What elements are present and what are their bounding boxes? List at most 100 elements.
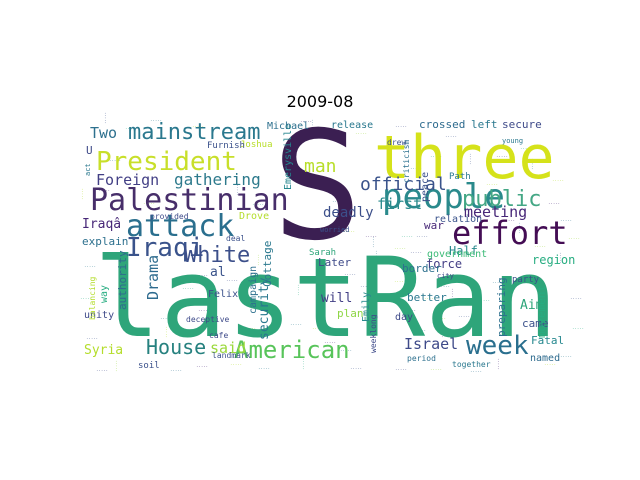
filler-word: ·····: [424, 296, 436, 301]
filler-word: ·····: [548, 201, 560, 206]
word-48: Felix: [208, 289, 238, 300]
filler-word: ·····: [458, 314, 470, 319]
filler-word: ·····: [109, 158, 121, 163]
word-16: Foreign: [96, 171, 159, 189]
filler-word: ·····: [84, 264, 96, 269]
filler-word: ·····: [496, 154, 508, 159]
filler-word: ·····: [196, 364, 208, 369]
filler-word: ·····: [410, 166, 422, 171]
word-32: region: [532, 253, 575, 267]
word-65: Emily: [361, 292, 372, 322]
word-70: unity: [84, 310, 114, 321]
filler-word: ·····: [150, 118, 162, 123]
word-68: party: [512, 275, 540, 285]
filler-word: ·····: [394, 279, 406, 284]
filler-word: ·····: [98, 188, 110, 193]
word-40: plan: [337, 307, 364, 320]
filler-word: ·····: [355, 131, 367, 136]
word-3: Palestinian: [90, 183, 289, 218]
word-80: worried: [320, 226, 350, 234]
filler-word: ·····: [371, 236, 376, 248]
filler-word: ·····: [258, 366, 270, 371]
word-36: Fatal: [531, 334, 564, 347]
word-58: Drove: [239, 211, 269, 222]
word-41: Cottage: [261, 241, 274, 287]
filler-word: ·····: [478, 298, 490, 303]
word-20: Two: [90, 124, 117, 142]
filler-word: ·····: [344, 272, 356, 277]
word-27: security: [257, 277, 272, 340]
word-10: week: [466, 331, 529, 361]
word-9: Iraqi: [126, 233, 204, 263]
word-81: act: [84, 163, 92, 176]
filler-word: ·····: [496, 358, 501, 370]
word-13: White: [184, 243, 250, 268]
filler-word: ·····: [534, 244, 546, 249]
word-35: came: [522, 317, 549, 330]
word-69: way: [99, 285, 110, 303]
filler-word: ·····: [86, 336, 98, 341]
filler-word: ·····: [350, 366, 362, 371]
word-62: relation: [434, 214, 482, 225]
filler-word: ·····: [290, 322, 302, 327]
word-14: House: [146, 335, 206, 359]
word-15: official: [360, 174, 447, 195]
word-84: young: [502, 137, 523, 145]
filler-word: ·····: [182, 286, 194, 291]
filler-word: ·····: [332, 199, 344, 204]
filler-word: ·····: [301, 358, 306, 370]
filler-word: ·····: [96, 368, 108, 373]
filler-word: ·····: [310, 119, 315, 131]
word-6: effort: [452, 214, 568, 252]
word-23: said: [210, 339, 246, 357]
filler-word: ·····: [568, 236, 580, 241]
word-8: American: [234, 336, 350, 364]
filler-word: ·····: [544, 362, 556, 367]
filler-word: ·····: [114, 360, 119, 372]
filler-word: ·····: [182, 192, 194, 197]
filler-word: ·····: [340, 348, 352, 353]
word-2: three: [374, 123, 555, 193]
word-26: Syria: [84, 343, 123, 358]
filler-word: ·····: [520, 146, 532, 151]
word-75: deal: [226, 234, 245, 243]
filler-word: ·····: [552, 178, 564, 183]
filler-word: ·····: [394, 246, 406, 251]
filler-word: ·····: [470, 369, 482, 374]
filler-word: ·····: [235, 184, 240, 196]
word-34: Aim: [520, 298, 544, 313]
word-77: together: [452, 360, 491, 369]
filler-word: ·····: [438, 284, 450, 289]
filler-word: ·····: [470, 288, 482, 293]
filler-word: ·····: [486, 182, 498, 187]
word-29: Iraqâ: [82, 217, 121, 232]
word-55: secure: [502, 118, 542, 131]
filler-word: ·····: [414, 328, 426, 333]
word-76: period: [407, 354, 436, 363]
word-72: deceptive: [186, 315, 230, 324]
filler-word: ·····: [416, 234, 428, 239]
filler-word: ·····: [324, 340, 336, 345]
filler-word: ·····: [560, 218, 572, 223]
word-47: campaign: [248, 266, 259, 314]
filler-word: ·····: [492, 280, 504, 285]
filler-word: ·····: [560, 354, 572, 359]
filler-word: ·····: [192, 124, 204, 129]
word-43: border: [402, 262, 442, 275]
filler-word: ·····: [404, 308, 416, 313]
word-63: Path: [449, 172, 471, 182]
filler-word: ·····: [226, 278, 238, 283]
word-60: Sarah: [309, 248, 336, 258]
word-83: drew: [387, 138, 406, 147]
word-28: al: [210, 265, 226, 280]
filler-word: ·····: [445, 134, 457, 139]
word-61: peace: [420, 172, 431, 202]
filler-word: ·····: [401, 234, 413, 239]
word-31: force: [426, 257, 462, 271]
word-85: weeklong: [369, 314, 378, 353]
filler-word: ·····: [198, 308, 210, 313]
filler-word: ·····: [570, 296, 582, 301]
filler-word: ·····: [343, 229, 355, 234]
filler-word: ·····: [395, 124, 407, 129]
